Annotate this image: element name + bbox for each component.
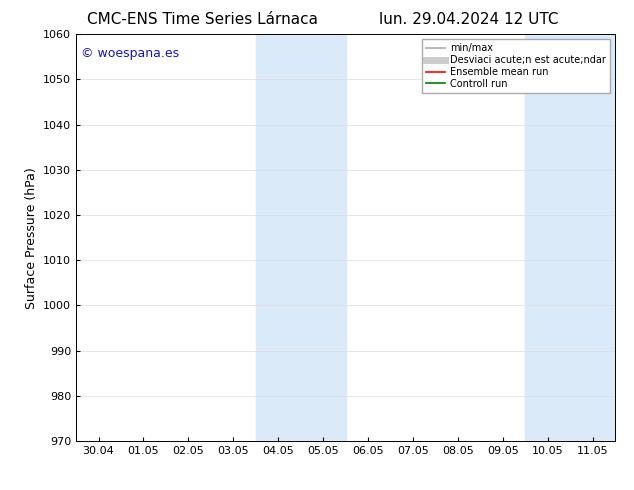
- Text: © woespana.es: © woespana.es: [81, 47, 179, 59]
- Text: lun. 29.04.2024 12 UTC: lun. 29.04.2024 12 UTC: [379, 12, 559, 27]
- Legend: min/max, Desviaci acute;n est acute;ndar, Ensemble mean run, Controll run: min/max, Desviaci acute;n est acute;ndar…: [422, 39, 610, 93]
- Text: CMC-ENS Time Series Lárnaca: CMC-ENS Time Series Lárnaca: [87, 12, 318, 27]
- Y-axis label: Surface Pressure (hPa): Surface Pressure (hPa): [25, 167, 37, 309]
- Bar: [256, 34, 346, 441]
- Bar: [525, 34, 615, 441]
